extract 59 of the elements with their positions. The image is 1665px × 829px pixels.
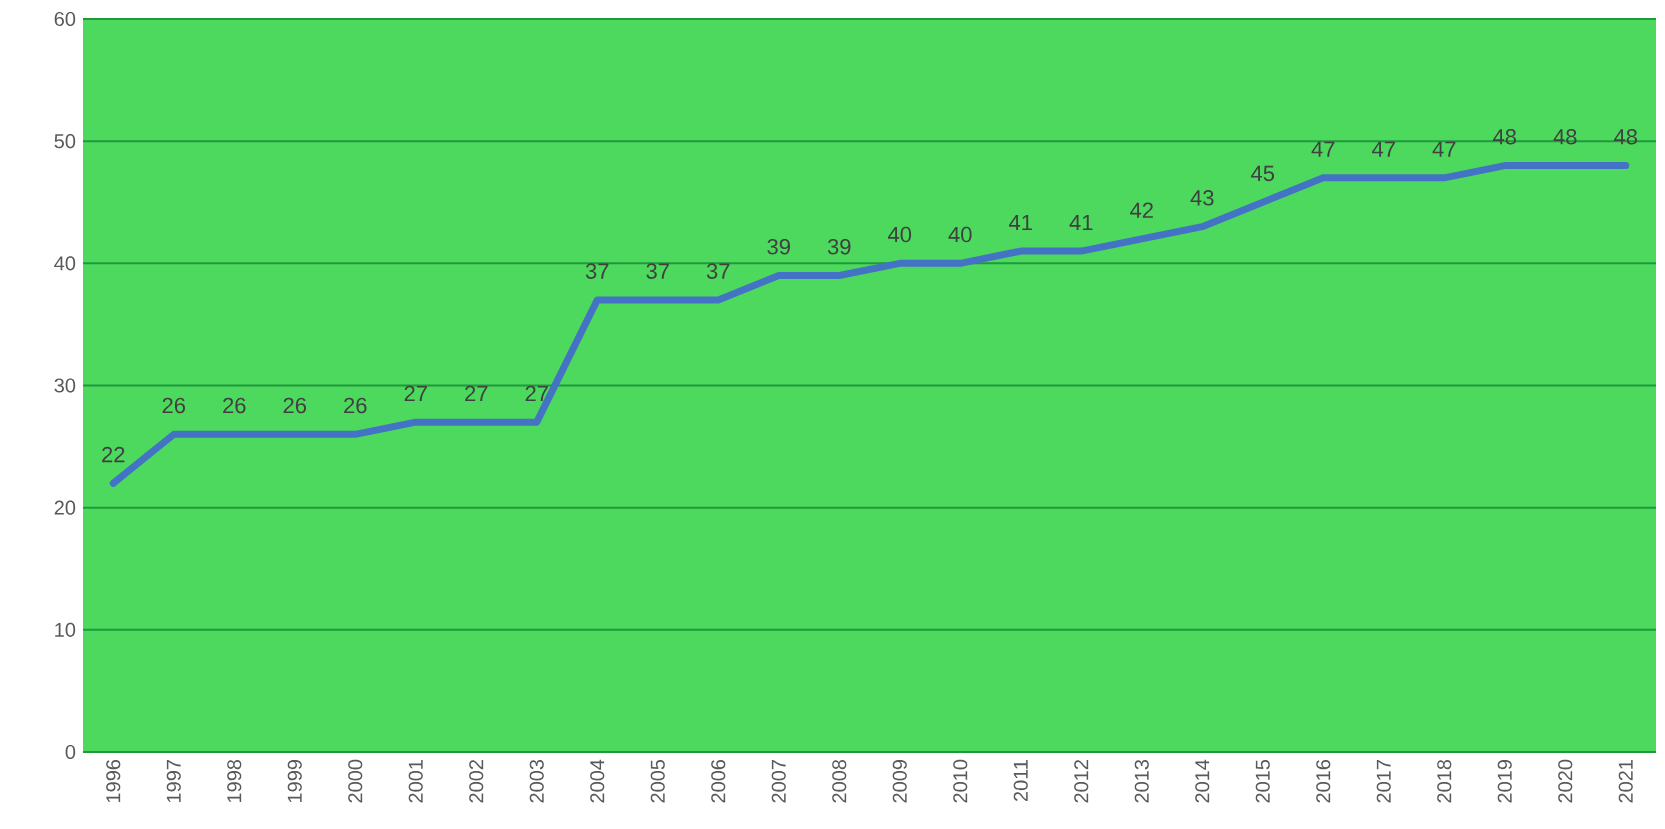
y-tick-label: 0	[65, 744, 76, 760]
data-label: 39	[827, 238, 851, 255]
x-tick-label: 2004	[590, 759, 605, 803]
data-label: 48	[1553, 128, 1577, 145]
x-tick-label: 2009	[892, 759, 907, 803]
x-tick-label: 2018	[1437, 759, 1452, 803]
data-label: 47	[1432, 141, 1456, 157]
data-label: 27	[404, 385, 427, 402]
x-tick-label: 2016	[1316, 759, 1331, 803]
data-label: 26	[223, 397, 246, 414]
x-tick-label: 2006	[711, 759, 726, 803]
x-tick-label: 2020	[1558, 759, 1573, 803]
data-label: 47	[1311, 141, 1335, 157]
data-label: 27	[465, 385, 488, 402]
y-tick-label: 60	[54, 11, 76, 27]
x-tick-label: 1996	[106, 759, 121, 803]
data-label: 45	[1251, 165, 1275, 182]
data-label: 42	[1130, 202, 1153, 218]
x-tick-label: 2001	[408, 760, 423, 803]
x-tick-label: 2019	[1497, 759, 1512, 803]
data-label: 37	[585, 263, 609, 279]
x-tick-label: 2014	[1195, 759, 1210, 803]
data-label: 26	[283, 397, 307, 414]
x-tick-label: 1998	[227, 759, 242, 803]
data-label: 22	[102, 446, 125, 463]
data-label: 39	[767, 238, 790, 255]
x-tick-label: 2011	[1013, 760, 1028, 802]
data-label: 26	[344, 397, 367, 414]
y-tick-label: 50	[54, 134, 76, 149]
data-label: 40	[888, 226, 912, 243]
data-label: 37	[646, 263, 669, 279]
x-tick-label: 2017	[1376, 760, 1391, 803]
x-tick-label: 1999	[287, 759, 302, 803]
data-label: 26	[162, 397, 186, 414]
x-tick-label: 2002	[469, 760, 484, 803]
x-tick-label: 2021	[1618, 760, 1633, 803]
x-tick-label: 2005	[650, 759, 665, 803]
x-tick-label: 2015	[1255, 759, 1270, 803]
data-label: 41	[1009, 214, 1032, 231]
data-label: 40	[948, 226, 972, 243]
data-label: 41	[1069, 214, 1093, 231]
x-tick-label: 2012	[1074, 760, 1089, 803]
x-tick-label: 2003	[529, 759, 544, 803]
x-tick-label: 2000	[348, 759, 363, 803]
data-label: 43	[1190, 190, 1214, 206]
data-label: 47	[1372, 141, 1395, 157]
x-tick-label: 1997	[166, 760, 181, 803]
data-label: 48	[1493, 128, 1517, 145]
x-tick-label: 2013	[1134, 759, 1149, 803]
data-label: 37	[706, 263, 730, 279]
y-tick-label: 40	[54, 256, 76, 271]
y-tick-label: 10	[55, 622, 76, 637]
y-tick-label: 30	[54, 378, 76, 393]
x-tick-label: 2010	[953, 759, 968, 803]
data-label: 48	[1614, 128, 1638, 145]
data-label: 27	[525, 385, 548, 402]
x-tick-label: 2007	[771, 760, 786, 803]
x-tick-label: 2008	[832, 759, 847, 803]
y-tick-label: 20	[54, 500, 76, 515]
